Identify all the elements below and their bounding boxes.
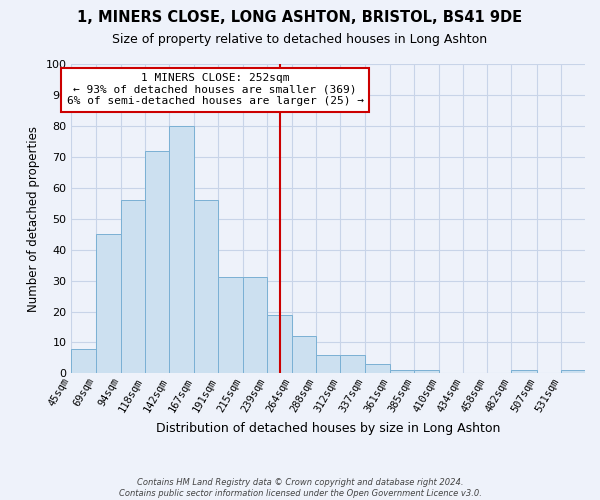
Bar [169,126,194,374]
Text: 1, MINERS CLOSE, LONG ASHTON, BRISTOL, BS41 9DE: 1, MINERS CLOSE, LONG ASHTON, BRISTOL, B… [77,10,523,25]
Bar [218,278,242,374]
Bar [71,348,95,374]
Bar [340,355,365,374]
Bar [121,200,145,374]
Bar [414,370,439,374]
X-axis label: Distribution of detached houses by size in Long Ashton: Distribution of detached houses by size … [156,422,500,435]
Bar [267,314,292,374]
Bar [194,200,218,374]
Text: Contains HM Land Registry data © Crown copyright and database right 2024.
Contai: Contains HM Land Registry data © Crown c… [119,478,481,498]
Y-axis label: Number of detached properties: Number of detached properties [27,126,40,312]
Bar [242,278,267,374]
Text: Size of property relative to detached houses in Long Ashton: Size of property relative to detached ho… [112,32,488,46]
Bar [561,370,585,374]
Bar [316,355,340,374]
Bar [145,150,169,374]
Bar [95,234,121,374]
Bar [389,370,414,374]
Text: 1 MINERS CLOSE: 252sqm
← 93% of detached houses are smaller (369)
6% of semi-det: 1 MINERS CLOSE: 252sqm ← 93% of detached… [67,74,364,106]
Bar [511,370,536,374]
Bar [292,336,316,374]
Bar [365,364,389,374]
